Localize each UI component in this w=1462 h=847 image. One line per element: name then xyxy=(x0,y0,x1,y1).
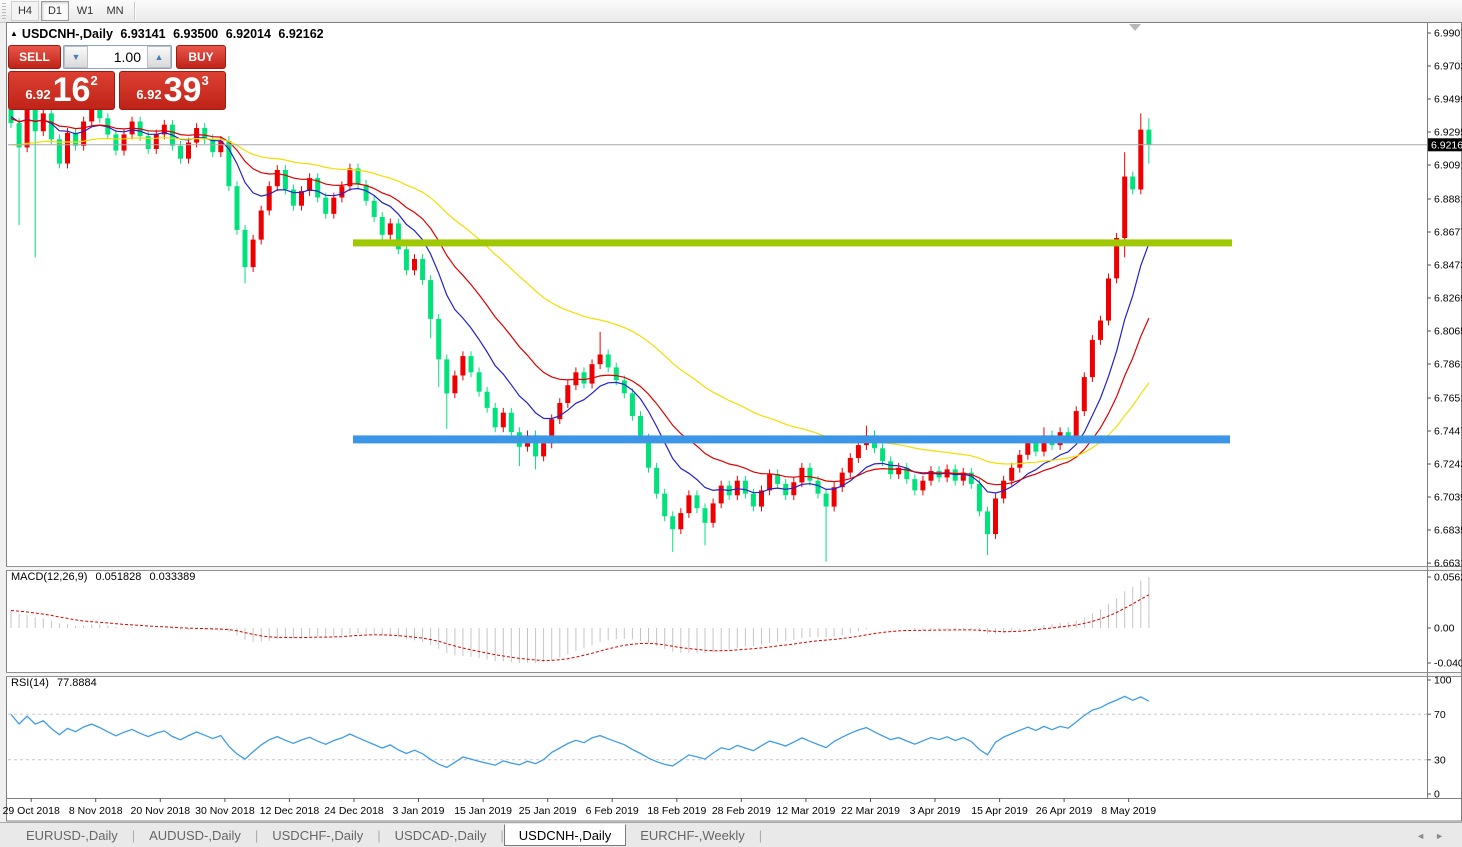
svg-text:6.68350: 6.68350 xyxy=(1434,525,1462,537)
svg-text:6.74470: 6.74470 xyxy=(1434,426,1462,438)
svg-text:0.00: 0.00 xyxy=(1434,623,1455,635)
svg-text:25 Jan 2019: 25 Jan 2019 xyxy=(519,805,577,817)
sell-price-prefix: 6.92 xyxy=(25,87,51,102)
svg-text:6.94990: 6.94990 xyxy=(1434,94,1462,106)
symbol-tab-bar: EURUSD-,Daily | AUDUSD-,Daily | USDCHF-,Dail… xyxy=(0,822,1462,847)
volume-increase-icon[interactable]: ▲ xyxy=(147,46,171,68)
toolbar-grip-icon[interactable] xyxy=(2,3,6,19)
chart-tab-usdchf[interactable]: USDCHF-,Daily xyxy=(272,828,364,843)
volume-decrease-icon[interactable]: ▼ xyxy=(64,46,88,68)
svg-text:6.66310: 6.66310 xyxy=(1434,558,1462,570)
chart-tab-eurchf[interactable]: EURCHF-,Weekly xyxy=(640,828,745,843)
svg-text:3 Apr 2019: 3 Apr 2019 xyxy=(910,805,961,817)
svg-text:6 Feb 2019: 6 Feb 2019 xyxy=(586,805,639,817)
svg-text:6.90910: 6.90910 xyxy=(1434,160,1462,172)
ohlc-high: 6.93500 xyxy=(173,27,219,41)
collapse-icon[interactable]: ▲ xyxy=(10,29,18,38)
tab-scroll-right-icon[interactable]: ► xyxy=(1435,830,1454,841)
svg-text:6.97030: 6.97030 xyxy=(1434,61,1462,73)
macd-name: MACD(12,26,9) xyxy=(11,571,88,583)
svg-text:30: 30 xyxy=(1434,754,1446,766)
svg-text:6.76510: 6.76510 xyxy=(1434,393,1462,405)
svg-text:0.056211: 0.056211 xyxy=(1434,572,1462,584)
chart-symbol: USDCNH-,Daily xyxy=(21,27,113,41)
buy-button[interactable]: BUY xyxy=(176,45,226,69)
svg-text:15 Apr 2019: 15 Apr 2019 xyxy=(971,805,1028,817)
chart-title: ▲ USDCNH-,Daily 6.93141 6.93500 6.92014 6… xyxy=(10,27,328,41)
timeframe-button-w1[interactable]: W1 xyxy=(76,5,94,17)
sell-button[interactable]: SELL xyxy=(8,45,61,69)
timeframe-button-h4[interactable]: H4 xyxy=(11,1,39,21)
svg-text:6.86770: 6.86770 xyxy=(1434,227,1462,239)
svg-text:-0.040218: -0.040218 xyxy=(1434,658,1462,670)
buy-price-prefix: 6.92 xyxy=(136,87,162,102)
svg-text:6.80650: 6.80650 xyxy=(1434,326,1462,338)
svg-text:29 Oct 2018: 29 Oct 2018 xyxy=(3,805,60,817)
chart-shift-icon xyxy=(1129,24,1141,31)
svg-text:100: 100 xyxy=(1434,675,1452,687)
svg-text:6.84730: 6.84730 xyxy=(1434,260,1462,272)
tab-separator: | xyxy=(377,828,381,843)
svg-text:6.78610: 6.78610 xyxy=(1434,359,1462,371)
rsi-name: RSI(14) xyxy=(11,677,49,689)
chart-tab-usdcad[interactable]: USDCAD-,Daily xyxy=(394,828,487,843)
one-click-trading-panel: SELL ▼ ▲ BUY 6.92 16 2 6.92 39 3 xyxy=(8,45,226,110)
svg-text:12 Mar 2019: 12 Mar 2019 xyxy=(776,805,835,817)
macd-pane-label: MACD(12,26,9) 0.051828 0.033389 xyxy=(11,571,200,583)
price-chart[interactable]: 6.99070 6.97030 6.94990 6.92950 6.90910 6.888… xyxy=(0,0,1462,822)
svg-text:30 Nov 2018: 30 Nov 2018 xyxy=(195,805,255,817)
svg-text:6.72430: 6.72430 xyxy=(1434,459,1462,471)
sell-price-big: 16 xyxy=(52,71,91,109)
ohlc-open: 6.93141 xyxy=(120,27,166,41)
rsi-pane-label: RSI(14) 77.8884 xyxy=(11,677,102,689)
buy-price-big: 39 xyxy=(163,71,202,109)
tab-scroll-left-icon[interactable]: ◄ xyxy=(1416,830,1436,841)
volume-input[interactable] xyxy=(88,46,147,68)
svg-text:3 Jan 2019: 3 Jan 2019 xyxy=(393,805,445,817)
svg-text:26 Apr 2019: 26 Apr 2019 xyxy=(1036,805,1093,817)
tab-scroll-arrows[interactable]: ◄► xyxy=(1416,831,1454,841)
svg-text:8 May 2019: 8 May 2019 xyxy=(1101,805,1156,817)
buy-price-sup: 3 xyxy=(201,73,209,88)
buy-price-button[interactable]: 6.92 39 3 xyxy=(119,71,226,110)
chart-tab-eurusd[interactable]: EURUSD-,Daily xyxy=(26,828,118,843)
svg-text:6.88810: 6.88810 xyxy=(1434,194,1462,206)
tab-separator: | xyxy=(254,828,259,843)
sell-price-sup: 2 xyxy=(90,73,98,88)
timeframe-button-mn[interactable]: MN xyxy=(106,5,124,17)
svg-text:22 Mar 2019: 22 Mar 2019 xyxy=(841,805,900,817)
macd-value: 0.051828 xyxy=(95,571,142,583)
svg-text:6.92950: 6.92950 xyxy=(1434,127,1462,139)
svg-text:6.82690: 6.82690 xyxy=(1434,293,1462,305)
svg-text:24 Dec 2018: 24 Dec 2018 xyxy=(324,805,384,817)
svg-text:8 Nov 2018: 8 Nov 2018 xyxy=(69,805,123,817)
svg-text:18 Feb 2019: 18 Feb 2019 xyxy=(647,805,706,817)
chart-tab-usdcnh[interactable]: USDCNH-,Daily xyxy=(503,823,627,846)
svg-text:70: 70 xyxy=(1434,709,1446,721)
sell-price-button[interactable]: 6.92 16 2 xyxy=(8,71,115,110)
toolbar-separator xyxy=(134,2,136,20)
svg-text:6.92162: 6.92162 xyxy=(1431,140,1462,152)
chart-tab-audusd[interactable]: AUDUSD-,Daily xyxy=(149,828,241,843)
tab-separator: | xyxy=(500,828,504,843)
svg-text:28 Feb 2019: 28 Feb 2019 xyxy=(712,805,771,817)
tab-separator: | xyxy=(131,828,136,843)
tab-separator: | xyxy=(758,828,763,843)
rsi-value: 77.8884 xyxy=(56,677,97,689)
svg-text:20 Nov 2018: 20 Nov 2018 xyxy=(131,805,191,817)
timeframe-button-d1[interactable]: D1 xyxy=(41,1,69,21)
svg-text:0: 0 xyxy=(1434,789,1440,801)
svg-text:12 Dec 2018: 12 Dec 2018 xyxy=(260,805,320,817)
macd-signal-value: 0.033389 xyxy=(149,571,196,583)
svg-text:6.99070: 6.99070 xyxy=(1434,28,1462,40)
volume-box: ▼ ▲ xyxy=(63,45,172,69)
svg-text:6.70390: 6.70390 xyxy=(1434,492,1462,504)
svg-text:15 Jan 2019: 15 Jan 2019 xyxy=(454,805,512,817)
ohlc-low: 6.92014 xyxy=(225,27,271,41)
ohlc-close: 6.92162 xyxy=(278,27,324,41)
